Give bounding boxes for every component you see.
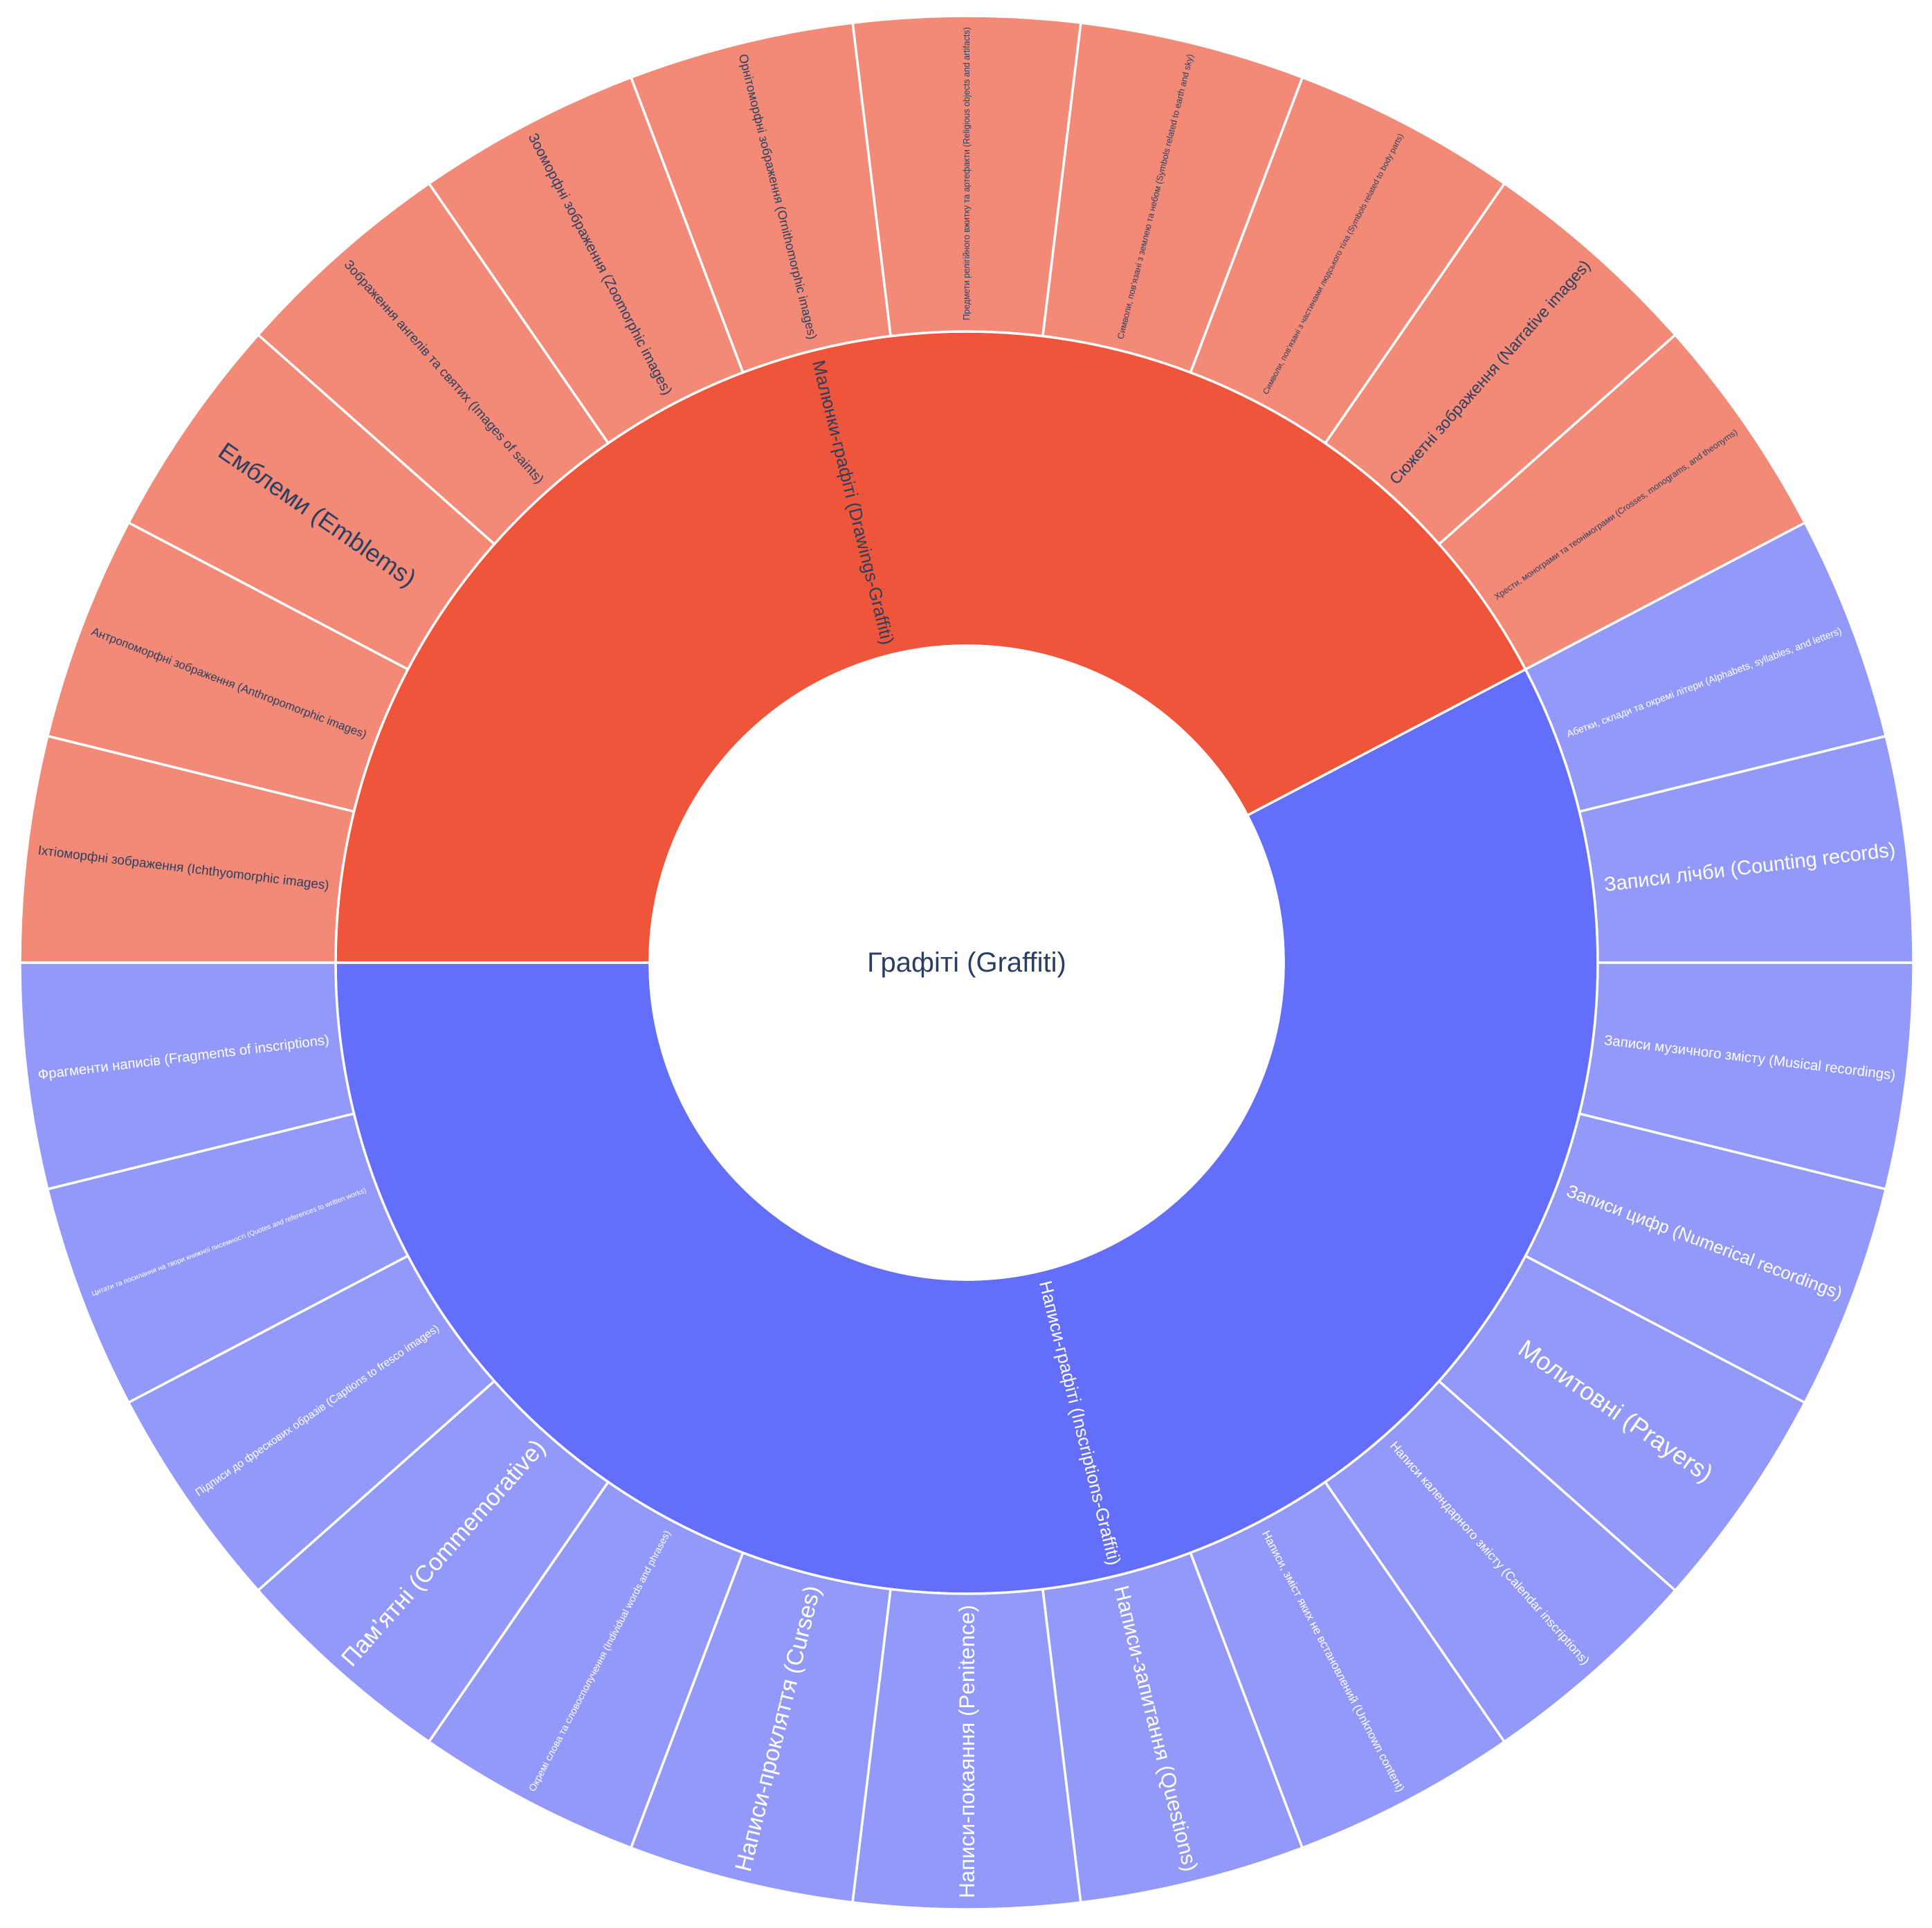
label-penitence: Написи-покаяння (Penitence) — [954, 1605, 979, 1898]
label-root-graffiti: Графіті (Graffiti) — [867, 947, 1066, 978]
segment-root-graffiti[interactable] — [648, 644, 1285, 1281]
segment-ichthyomorphic-images[interactable] — [19, 734, 356, 964]
label-religious-objects-and-artifacts: Предмети релігійного вжитку та артефакти… — [962, 27, 972, 320]
